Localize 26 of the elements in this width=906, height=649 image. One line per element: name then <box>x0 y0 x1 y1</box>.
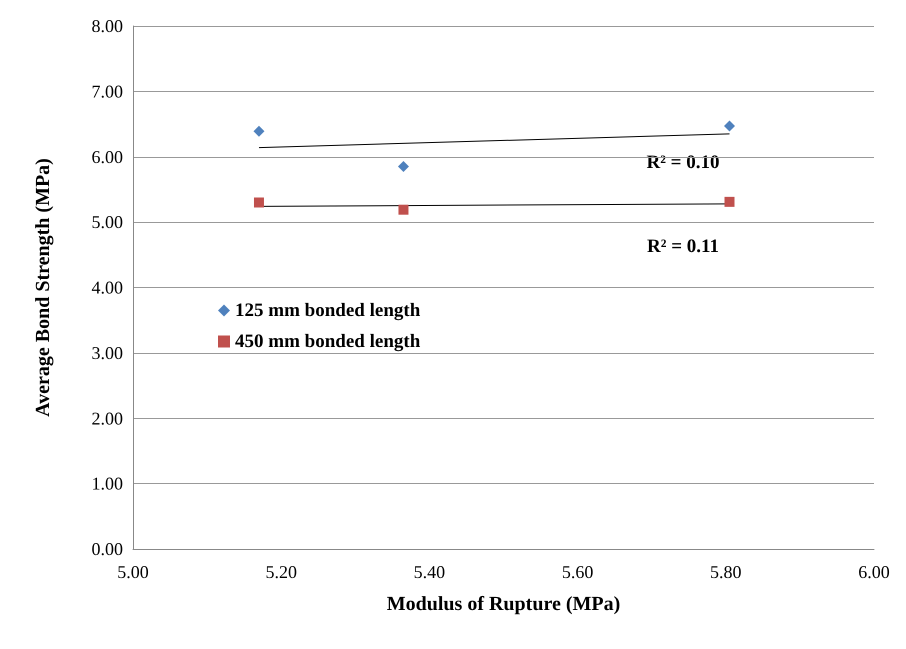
annotation: R² = 0.11 <box>647 236 719 257</box>
y-tick-label: 3.00 <box>92 342 123 363</box>
y-tick-label: 1.00 <box>92 474 123 494</box>
x-axis-title: Modulus of Rupture (MPa) <box>386 593 620 615</box>
y-tick-label: 0.00 <box>92 539 123 559</box>
x-tick-label: 5.80 <box>710 562 742 582</box>
y-axis-title: Average Bond Strength (MPa) <box>32 158 54 417</box>
point <box>398 161 409 172</box>
point <box>254 198 264 208</box>
y-tick-label: 8.00 <box>92 16 123 36</box>
y-tick-label: 6.00 <box>92 146 123 167</box>
point <box>724 196 735 207</box>
legend-label: 125 mm bonded length <box>235 300 421 321</box>
y-tick-label: 2.00 <box>92 408 123 428</box>
x-tick-label: 5.00 <box>117 562 149 582</box>
x-tick-label: 5.40 <box>414 562 446 582</box>
x-tick-label: 6.00 <box>858 562 890 582</box>
point <box>398 204 408 215</box>
x-tick-label: 5.20 <box>265 562 297 582</box>
point <box>724 120 736 132</box>
y-tick-label: 5.00 <box>92 212 123 232</box>
legend-label: 450 mm bonded length <box>235 331 421 352</box>
y-tick-label: 4.00 <box>92 278 123 298</box>
x-tick-label: 5.60 <box>562 562 594 582</box>
y-tick-label: 7.00 <box>92 81 123 102</box>
point <box>253 126 264 137</box>
